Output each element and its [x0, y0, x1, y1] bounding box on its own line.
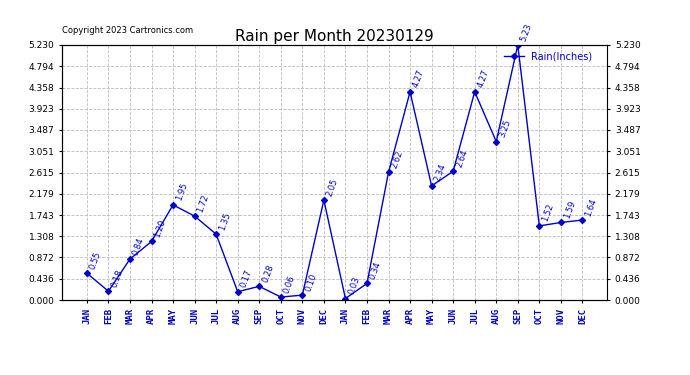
- Rain(Inches): [83, 271, 91, 275]
- Rain(Inches): [277, 295, 285, 299]
- Rain(Inches): [342, 296, 350, 301]
- Text: 0.03: 0.03: [347, 275, 362, 296]
- Text: 1.72: 1.72: [196, 193, 210, 213]
- Text: 4.27: 4.27: [476, 69, 491, 89]
- Text: 2.05: 2.05: [325, 177, 340, 197]
- Text: 0.10: 0.10: [304, 272, 319, 292]
- Title: Rain per Month 20230129: Rain per Month 20230129: [235, 29, 434, 44]
- Rain(Inches): [104, 289, 112, 294]
- Rain(Inches): [363, 281, 371, 286]
- Rain(Inches): [384, 170, 393, 174]
- Rain(Inches): [578, 218, 586, 222]
- Text: 1.52: 1.52: [541, 203, 555, 223]
- Line: Rain(Inches): Rain(Inches): [85, 43, 584, 301]
- Text: 0.17: 0.17: [239, 268, 254, 289]
- Text: 0.84: 0.84: [131, 236, 146, 256]
- Rain(Inches): [492, 139, 500, 144]
- Rain(Inches): [190, 214, 199, 218]
- Rain(Inches): [298, 293, 306, 297]
- Text: 5.23: 5.23: [519, 22, 534, 42]
- Text: 2.64: 2.64: [455, 148, 469, 168]
- Legend: Rain(Inches): Rain(Inches): [500, 48, 596, 65]
- Text: 0.55: 0.55: [88, 250, 103, 270]
- Text: 2.34: 2.34: [433, 163, 448, 183]
- Rain(Inches): [169, 202, 177, 207]
- Text: 0.28: 0.28: [261, 263, 275, 284]
- Rain(Inches): [428, 184, 436, 188]
- Text: 0.34: 0.34: [368, 260, 383, 280]
- Rain(Inches): [513, 43, 522, 47]
- Rain(Inches): [233, 290, 242, 294]
- Text: 0.18: 0.18: [110, 268, 125, 288]
- Text: 1.95: 1.95: [175, 182, 189, 202]
- Rain(Inches): [255, 284, 264, 289]
- Rain(Inches): [319, 198, 328, 202]
- Rain(Inches): [535, 224, 544, 228]
- Rain(Inches): [406, 90, 414, 94]
- Text: 1.64: 1.64: [584, 197, 599, 217]
- Text: 2.62: 2.62: [390, 149, 405, 170]
- Rain(Inches): [126, 257, 134, 261]
- Text: 1.35: 1.35: [217, 211, 233, 231]
- Text: 3.25: 3.25: [497, 118, 513, 139]
- Rain(Inches): [557, 220, 565, 225]
- Text: 1.59: 1.59: [562, 200, 577, 220]
- Rain(Inches): [449, 169, 457, 174]
- Text: 0.06: 0.06: [282, 274, 297, 294]
- Text: Copyright 2023 Cartronics.com: Copyright 2023 Cartronics.com: [62, 26, 193, 35]
- Text: 1.20: 1.20: [153, 218, 168, 239]
- Text: 4.27: 4.27: [411, 69, 426, 89]
- Rain(Inches): [471, 90, 479, 94]
- Rain(Inches): [212, 232, 220, 236]
- Rain(Inches): [148, 239, 156, 244]
